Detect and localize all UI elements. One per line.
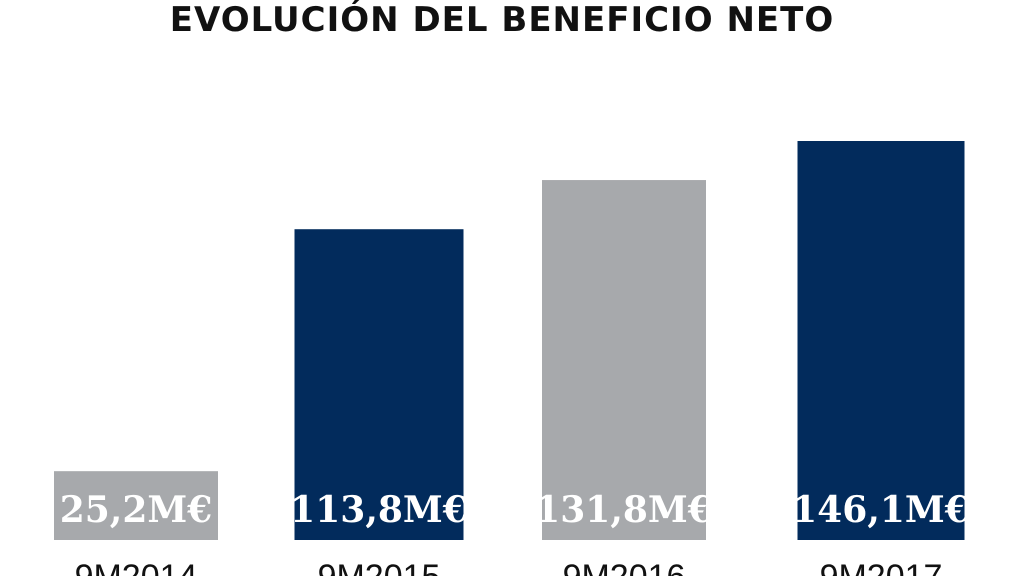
bar-9M2016 [542,180,706,540]
value-label-9M2015: 113,8M€ [290,489,468,531]
chart-title: EVOLUCIÓN DEL BENEFICIO NETO [169,0,835,40]
value-label-9M2014: 25,2M€ [60,489,213,531]
bar-9M2017 [797,141,965,540]
category-label-9M2015: 9M2015 [318,558,441,576]
value-label-9M2017: 146,1M€ [792,489,970,531]
category-label-9M2016: 9M2016 [563,558,686,576]
value-label-9M2016: 131,8M€ [535,489,713,531]
category-label-9M2017: 9M2017 [820,558,943,576]
bar-9M2014 [54,471,218,540]
bars-layer [54,141,965,541]
bar-9M2015 [294,229,464,541]
category-label-9M2014: 9M2014 [75,558,198,576]
labels-layer: 25,2M€ 9M2014 113,8M€ 9M2015 131,8M€ 9M2016 14… [60,489,970,576]
